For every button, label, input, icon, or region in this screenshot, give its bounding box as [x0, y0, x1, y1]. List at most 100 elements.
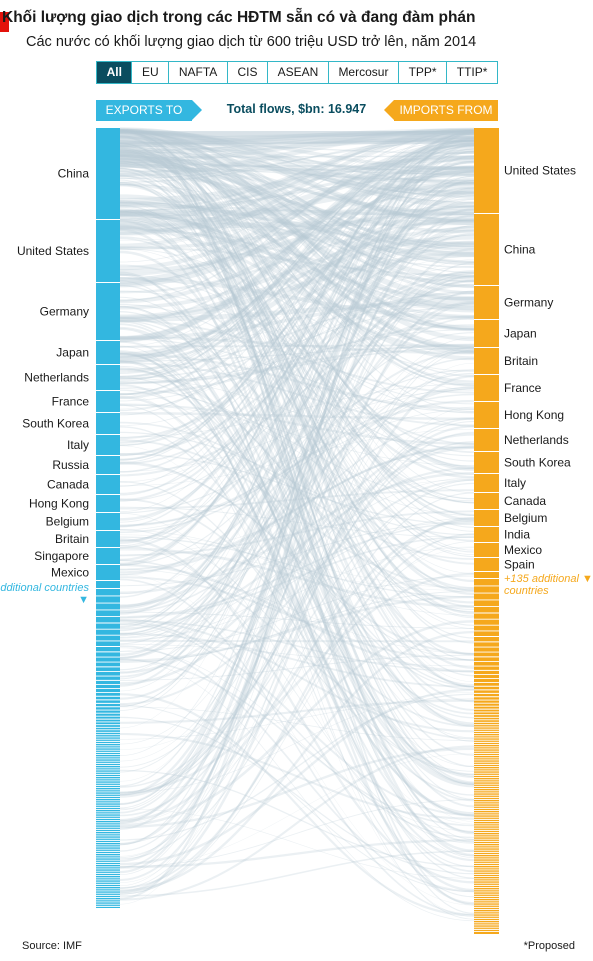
- flow-line: [119, 850, 475, 897]
- flow-line: [119, 658, 475, 827]
- flow-line: [119, 306, 475, 739]
- flow-line: [119, 453, 475, 526]
- flow-line: [119, 799, 475, 868]
- flow-line: [119, 329, 475, 384]
- flow-line: [119, 516, 475, 895]
- flow-line: [119, 145, 475, 487]
- exports-labels: China United States Germany Japan Netherland…: [0, 167, 89, 607]
- flow-line: [119, 716, 475, 875]
- flow-line: [119, 211, 475, 257]
- flow-line: [119, 377, 475, 449]
- flow-line: [119, 228, 475, 853]
- flow-line: [119, 386, 475, 516]
- flow-line: [119, 177, 475, 558]
- tab-cis[interactable]: CIS: [226, 62, 267, 83]
- flow-line: [119, 311, 475, 719]
- flow-line: [119, 153, 475, 471]
- flow-line: [119, 284, 475, 727]
- flow-line: [119, 345, 475, 362]
- flow-line: [119, 275, 475, 660]
- exports-more-note: ▼: [78, 594, 89, 606]
- flow-line: [119, 182, 475, 332]
- flow-line: [119, 808, 475, 879]
- imports-from-label: IMPORTS FROM: [384, 100, 498, 121]
- flow-line: [119, 317, 475, 565]
- tab-eu[interactable]: EU: [131, 62, 168, 83]
- flow-line: [119, 384, 475, 817]
- flow-line: [119, 219, 475, 462]
- imports-node-label: Italy: [504, 476, 526, 490]
- flow-line: [119, 250, 475, 726]
- flow-line: [119, 618, 475, 733]
- flow-line: [119, 209, 475, 502]
- flow-line: [119, 246, 475, 277]
- flow-line: [119, 293, 475, 502]
- flow-line: [119, 747, 475, 829]
- flow-line: [119, 546, 475, 641]
- flow-line: [119, 200, 475, 309]
- exports-node-label: Hong Kong: [29, 497, 89, 511]
- flow-line: [119, 517, 475, 642]
- tab-nafta[interactable]: NAFTA: [168, 62, 227, 83]
- flow-line: [119, 165, 475, 468]
- flow-line: [119, 135, 475, 148]
- imports-node-label: Spain: [504, 558, 535, 572]
- tab-ttip[interactable]: TTIP*: [446, 62, 497, 83]
- flow-line: [119, 168, 475, 361]
- flow-line: [119, 479, 475, 556]
- exports-node-label: Netherlands: [24, 371, 89, 385]
- flow-line: [119, 623, 475, 839]
- flow-line: [119, 143, 475, 343]
- flow-line: [119, 389, 475, 691]
- tab-tpp[interactable]: TPP*: [398, 62, 446, 83]
- flow-line: [119, 130, 475, 152]
- flow-line: [119, 538, 475, 884]
- flow-line: [119, 160, 475, 562]
- tab-asean[interactable]: ASEAN: [267, 62, 328, 83]
- flow-line: [119, 145, 475, 282]
- flow-line: [119, 149, 475, 271]
- flow-line: [119, 163, 475, 169]
- flow-line: [119, 839, 475, 869]
- flow-line: [119, 140, 475, 180]
- flow-line: [119, 140, 475, 373]
- flow-line: [119, 346, 475, 745]
- flow-line: [119, 151, 475, 377]
- flow-line: [119, 659, 475, 922]
- flow-line: [119, 433, 475, 674]
- flow-line: [119, 155, 475, 206]
- flow-line: [119, 151, 475, 583]
- flow-line: [119, 547, 475, 608]
- flow-line: [119, 133, 475, 461]
- flow-line: [119, 180, 475, 876]
- flow-line: [119, 187, 475, 276]
- flow-line: [119, 143, 475, 840]
- flow-line: [119, 704, 475, 893]
- flow-line: [119, 132, 475, 825]
- imports-labels: United States China Germany Japan Britain Fra…: [504, 164, 593, 598]
- flow-line: [119, 337, 475, 762]
- flow-line: [119, 140, 475, 203]
- flow-line: [119, 207, 475, 629]
- flow-line: [119, 247, 475, 846]
- flow-line: [119, 161, 475, 674]
- tab-mercosur[interactable]: Mercosur: [327, 62, 398, 83]
- flow-line: [119, 302, 475, 822]
- flow-line: [119, 130, 475, 372]
- flow-line: [119, 191, 475, 656]
- exports-node-label: South Korea: [22, 417, 89, 431]
- flow-line: [119, 611, 475, 629]
- flow-line: [119, 176, 475, 707]
- flow-line: [119, 128, 475, 195]
- flow-line: [119, 276, 475, 542]
- flow-line: [119, 129, 475, 470]
- flow-line: [119, 210, 475, 859]
- flow-line: [119, 226, 475, 301]
- flow-line: [119, 161, 475, 175]
- tab-all[interactable]: All: [97, 62, 132, 83]
- flow-line: [119, 301, 475, 700]
- flow-line: [119, 252, 475, 321]
- flow-line: [119, 347, 475, 858]
- flow-line: [119, 140, 475, 146]
- flow-line: [119, 214, 475, 830]
